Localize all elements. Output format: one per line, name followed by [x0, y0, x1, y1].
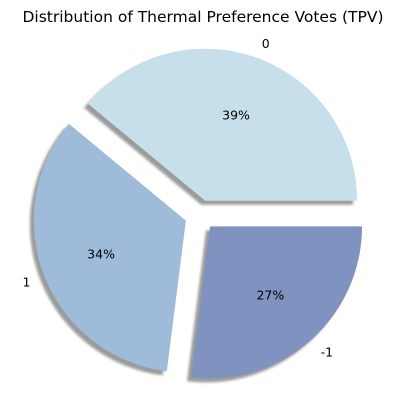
- slice-0-percent-label: 39%: [222, 107, 250, 122]
- pie-slices: [34, 49, 362, 379]
- slice-0-category-label: 0: [262, 36, 270, 51]
- slice-1-category-label: 1: [22, 275, 30, 290]
- slice-minus-1: [191, 226, 362, 378]
- slice-minus-1-percent-label: 27%: [256, 287, 284, 302]
- slice-minus-1-category-label: -1: [321, 344, 333, 359]
- slice-1-percent-label: 34%: [87, 247, 115, 262]
- chart-title: Distribution of Thermal Preference Votes…: [22, 8, 383, 26]
